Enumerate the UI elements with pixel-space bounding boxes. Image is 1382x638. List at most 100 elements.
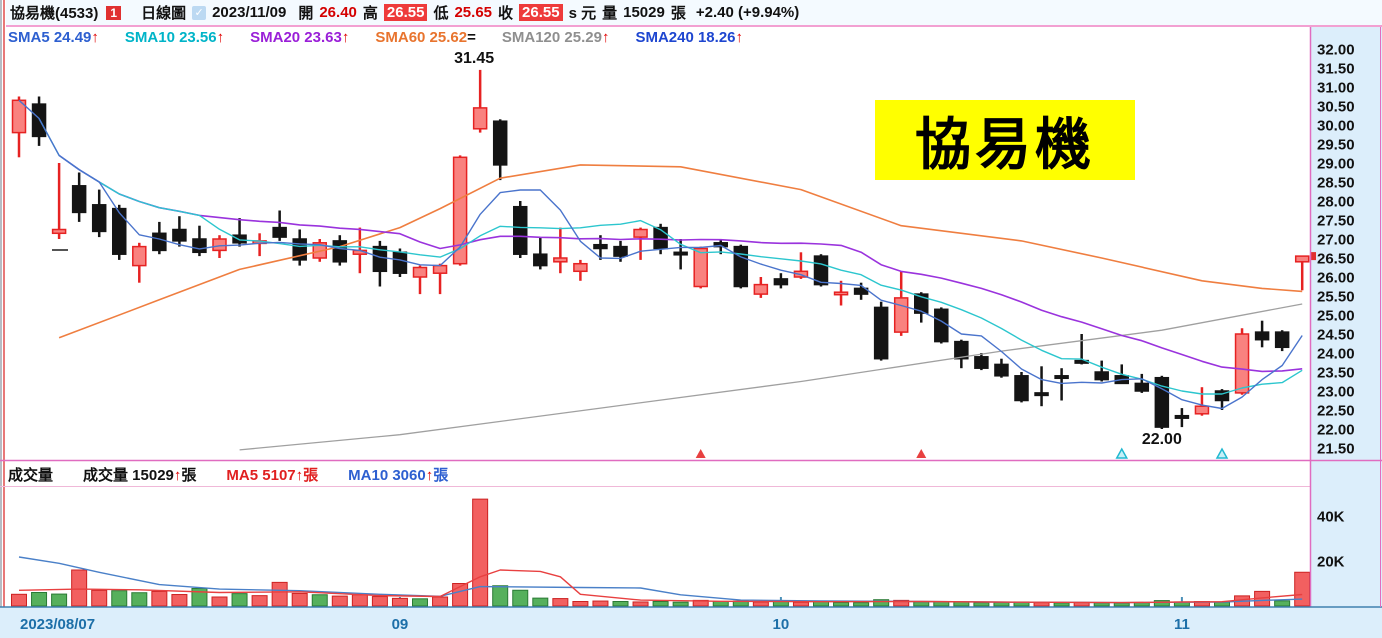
price-axis-label: 23.00 — [1317, 384, 1355, 401]
candle-body — [1034, 392, 1049, 397]
volume-bar — [191, 587, 208, 607]
ma-line — [239, 303, 1303, 451]
volume-axis-label: 20K — [1317, 554, 1345, 571]
candle-body — [332, 240, 348, 263]
candle-body — [974, 356, 989, 369]
price-axis-label: 24.00 — [1317, 346, 1355, 363]
volume-bar — [391, 597, 408, 607]
price-axis-label: 28.50 — [1317, 175, 1355, 192]
candle-body — [893, 297, 909, 333]
volume-bar — [492, 585, 509, 607]
volume-bar — [1294, 571, 1311, 607]
low-label: 低 — [433, 5, 449, 22]
open-value: 26.40 — [319, 4, 357, 21]
volume-bar — [512, 589, 529, 607]
window-edge-accent — [3, 0, 5, 638]
candle-body — [492, 120, 508, 166]
trend-arrow-icon: ↑ — [735, 29, 744, 46]
candle-body — [1094, 371, 1109, 381]
candle-body — [1214, 390, 1230, 402]
candle-body — [1174, 414, 1190, 419]
price-axis-label: 29.50 — [1317, 137, 1355, 154]
candle-body — [994, 363, 1009, 377]
x-axis-label: 10 — [773, 616, 790, 633]
signal-triangle-icon — [695, 449, 706, 458]
price-axis-label: 22.50 — [1317, 403, 1355, 420]
close-value: 26.55 — [519, 4, 563, 21]
price-axis-label: 25.00 — [1317, 308, 1355, 325]
price-axis-label: 23.50 — [1317, 365, 1355, 382]
time-axis-strip — [0, 607, 1382, 638]
candle-body — [172, 228, 187, 242]
volume-bar — [893, 599, 910, 607]
volume-bar — [1113, 602, 1130, 607]
low-annotation: 22.00 — [1142, 431, 1182, 448]
volume-bar — [973, 602, 990, 607]
candle-body — [633, 228, 648, 238]
volume-bar — [71, 569, 88, 607]
candle-body — [833, 291, 849, 296]
trend-arrow-icon: ↑ — [216, 29, 225, 46]
volume-bar — [953, 601, 970, 607]
volume-axis-label: 40K — [1317, 509, 1345, 526]
price-axis-strip — [1310, 26, 1382, 607]
volume-bar — [833, 601, 850, 607]
candle-body — [573, 262, 588, 273]
volume-bar — [311, 594, 328, 607]
candle-body — [412, 266, 428, 278]
low-value: 25.65 — [454, 4, 493, 21]
volume-bar — [291, 592, 308, 607]
volume-bar — [552, 598, 569, 607]
candle-body — [713, 242, 728, 248]
ma-line — [58, 164, 1303, 339]
volume-legend-item-0: 成交量 15029↑張 — [83, 467, 197, 484]
volume-bar — [211, 596, 228, 607]
volume-bar — [592, 600, 609, 607]
candle-body — [1294, 255, 1310, 263]
candle-body — [152, 232, 167, 252]
candle-body — [653, 226, 668, 250]
candle-body — [513, 205, 528, 255]
title-bar: 協易機(4533) 1 日線圖 ✓ 2023/11/09 開 26.40 高 26… — [6, 0, 1382, 27]
candle-body — [954, 340, 969, 360]
candle-body — [192, 238, 207, 254]
volume-unit: 張 — [670, 5, 686, 22]
volume-bar — [572, 601, 589, 607]
trend-arrow-icon: ↑ — [173, 467, 182, 484]
volume-bar — [632, 601, 649, 607]
sma-legend-item-sma240: SMA240 18.26↑ — [635, 29, 744, 46]
volume-value: 15029 — [623, 4, 665, 21]
change-value: +2.40 (+9.94%) — [695, 4, 800, 21]
volume-bar — [371, 596, 388, 607]
candle-body — [432, 264, 448, 274]
volume-legend: 成交量 成交量 15029↑張 MA5 5107↑張 MA10 3060↑張 — [8, 464, 1298, 485]
candle-body — [232, 234, 247, 244]
candle-body — [1194, 405, 1210, 415]
ma-line — [18, 569, 1303, 604]
trend-arrow-icon: = — [467, 29, 476, 46]
volume-bar — [131, 592, 148, 607]
candle-body — [31, 103, 47, 138]
candle-body — [1234, 333, 1250, 394]
ma-line — [38, 118, 1303, 395]
x-axis-label: 2023/08/07 — [20, 616, 95, 633]
volume-bar — [412, 598, 428, 607]
candle-body — [693, 247, 708, 288]
open-label: 開 — [298, 5, 314, 22]
window-edge — [0, 0, 2, 638]
volume-bar — [271, 581, 288, 607]
volume-label: 量 — [602, 5, 618, 22]
sma-legend-item-sma10: SMA10 23.56↑ — [124, 29, 225, 46]
volume-bar — [1033, 602, 1050, 607]
ma-line — [58, 154, 1303, 373]
price-axis-label: 30.50 — [1317, 99, 1355, 116]
volume-bar — [111, 590, 128, 607]
candle-body — [51, 228, 67, 235]
checkbox-icon[interactable]: ✓ — [192, 5, 207, 20]
price-axis-label: 26.00 — [1317, 270, 1355, 287]
volume-bar — [1053, 602, 1070, 607]
price-unit: s 元 — [568, 5, 597, 22]
chart-type-label[interactable]: 日線圖 — [141, 5, 187, 22]
volume-bar — [612, 601, 629, 607]
